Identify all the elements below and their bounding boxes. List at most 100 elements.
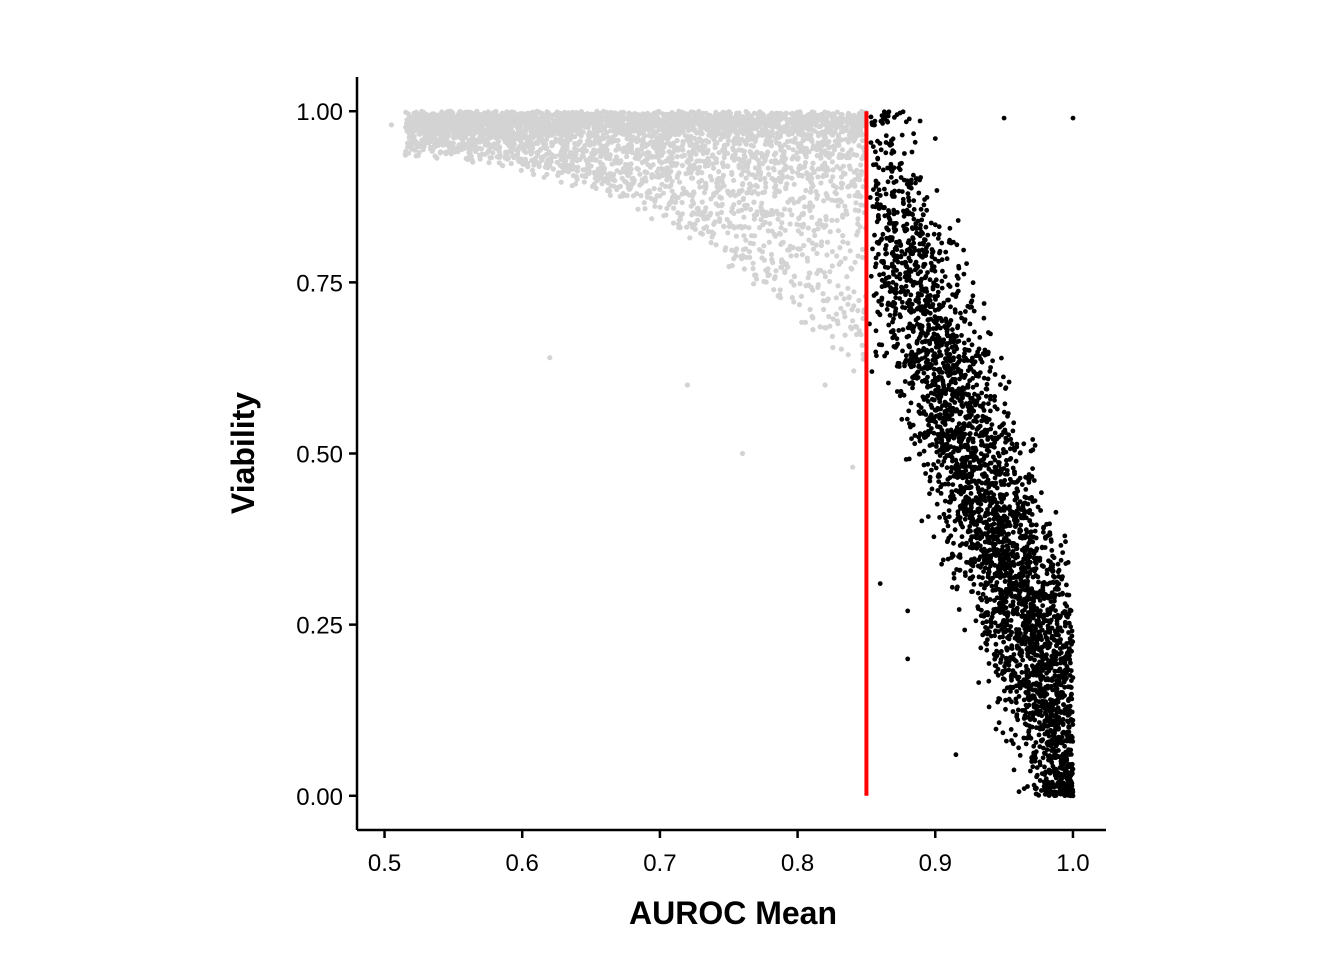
grey-point [858, 332, 864, 338]
grey-point [447, 119, 453, 126]
grey-point [788, 253, 794, 259]
grey-point [731, 256, 737, 262]
grey-point [835, 283, 841, 289]
grey-point [646, 188, 652, 194]
grey-point [817, 324, 823, 330]
grey-point [805, 275, 811, 281]
grey-point [561, 141, 567, 147]
grey-point [781, 167, 787, 173]
grey-point [729, 247, 735, 253]
grey-point [841, 309, 847, 316]
grey-point [791, 273, 797, 279]
grey-point [571, 150, 577, 156]
black-point [968, 568, 974, 574]
grey-point [561, 110, 567, 116]
black-point [899, 189, 905, 195]
grey-point [582, 143, 588, 149]
grey-point [764, 210, 770, 216]
grey-point [739, 120, 745, 126]
grey-point [671, 126, 677, 132]
grey-point [811, 228, 817, 234]
grey-point [648, 139, 655, 145]
grey-point [845, 285, 851, 291]
grey-point [763, 138, 769, 144]
grey-point [688, 175, 695, 181]
grey-point [783, 261, 790, 267]
grey-point [788, 165, 794, 171]
grey-point [490, 150, 496, 156]
grey-point [508, 160, 514, 167]
grey-point [759, 207, 765, 213]
grey-point [815, 282, 821, 288]
grey-point [699, 199, 705, 205]
grey-point [772, 157, 778, 163]
grey-point [766, 239, 772, 245]
grey-point [856, 177, 863, 183]
grey-point [835, 203, 841, 209]
grey-point [753, 272, 759, 278]
grey-point [495, 123, 501, 129]
grey-point [773, 150, 779, 156]
grey-point [519, 129, 525, 135]
grey-point [684, 224, 690, 230]
grey-point [480, 127, 486, 133]
grey-point [751, 281, 757, 287]
grey-point [811, 168, 817, 174]
grey-point [465, 111, 471, 117]
grey-point [511, 155, 517, 161]
grey-point [462, 135, 468, 141]
grey-point [452, 133, 458, 139]
grey-point [840, 239, 846, 245]
grey-point [796, 302, 803, 308]
grey-point [472, 122, 478, 129]
grey-point [781, 151, 787, 157]
black-point [1036, 579, 1041, 585]
grey-point [421, 143, 427, 149]
grey-point [824, 252, 830, 258]
grey-point [529, 167, 536, 173]
grey-point [719, 201, 725, 207]
grey-point [634, 147, 640, 153]
grey-point [679, 162, 686, 168]
grey-point [755, 158, 762, 164]
grey-point [701, 190, 708, 196]
grey-point [858, 162, 864, 168]
grey-point [845, 301, 851, 307]
grey-point [779, 240, 785, 246]
grey-point [667, 159, 673, 165]
grey-point [822, 325, 828, 331]
grey-point [607, 192, 613, 198]
grey-point [829, 263, 835, 269]
grey-point [593, 114, 599, 121]
black-point [998, 382, 1003, 388]
grey-point [679, 211, 685, 217]
grey-point [705, 229, 712, 235]
grey-point [784, 174, 791, 180]
grey-point [695, 144, 701, 150]
grey-point [614, 120, 620, 126]
grey-point [758, 217, 764, 223]
grey-point [779, 220, 785, 226]
grey-point [767, 221, 773, 227]
grey-point [803, 187, 809, 194]
grey-point [760, 189, 766, 196]
grey-point [437, 131, 444, 137]
grey-point [725, 141, 731, 147]
grey-point [624, 150, 630, 156]
black-point [929, 486, 935, 492]
grey-point [853, 200, 859, 206]
grey-point [846, 115, 852, 121]
grey-point [818, 180, 824, 186]
grey-point [802, 160, 809, 166]
grey-point [798, 115, 804, 122]
grey-point [787, 197, 793, 203]
grey-point [737, 113, 743, 119]
grey-point [740, 181, 746, 187]
grey-point [860, 351, 866, 357]
grey-point [693, 151, 699, 157]
grey-point [769, 128, 775, 134]
grey-point [753, 182, 759, 188]
grey-point [716, 150, 722, 156]
grey-point [688, 153, 694, 159]
grey-point [485, 112, 491, 118]
